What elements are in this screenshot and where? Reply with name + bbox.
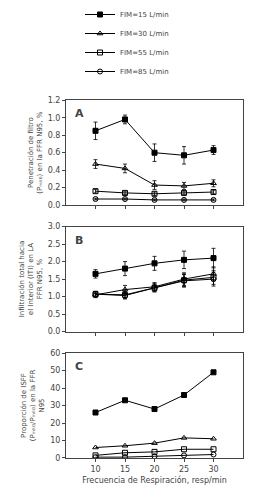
svg-text:B: B: [75, 234, 83, 247]
svg-text:50: 50: [50, 366, 60, 375]
svg-text:20: 20: [50, 419, 60, 428]
svg-text:2.5: 2.5: [48, 240, 61, 249]
svg-text:Frecuencia de Respiración, res: Frecuencia de Respiración, resp/min: [82, 475, 227, 485]
svg-text:A: A: [75, 107, 84, 120]
svg-text:60: 60: [50, 349, 60, 358]
svg-text:30: 30: [208, 465, 218, 474]
svg-text:FIM=30 L/min: FIM=30 L/min: [120, 30, 169, 38]
svg-text:0.8: 0.8: [48, 131, 61, 140]
svg-text:1.0: 1.0: [48, 292, 61, 301]
svg-text:30: 30: [50, 401, 60, 410]
svg-text:Proporción de ISFF(Pₘₗₜ₀/Pₘₗₜ₀: Proporción de ISFF(Pₘₗₜ₀/Pₘₗₜ₀) en la FF…: [20, 370, 46, 442]
svg-text:0.4: 0.4: [48, 166, 61, 175]
svg-text:0: 0: [55, 454, 60, 463]
svg-text:10: 10: [90, 465, 100, 474]
svg-text:25: 25: [179, 465, 189, 474]
svg-text:0.2: 0.2: [48, 183, 61, 192]
svg-text:FIM=15 L/min: FIM=15 L/min: [120, 11, 169, 19]
svg-text:1.5: 1.5: [48, 275, 61, 284]
svg-text:1.2: 1.2: [48, 96, 61, 105]
svg-text:FIM=55 L/min: FIM=55 L/min: [120, 49, 169, 57]
svg-text:40: 40: [50, 384, 60, 393]
svg-text:Penetración de filtro(Pₘₗₜ₀) e: Penetración de filtro(Pₘₗₜ₀) en la FFR N…: [27, 111, 44, 193]
svg-text:0.0: 0.0: [48, 201, 61, 210]
svg-text:2.0: 2.0: [48, 257, 61, 266]
svg-text:10: 10: [50, 436, 60, 445]
svg-text:3.0: 3.0: [48, 222, 61, 231]
svg-text:Infiltración total haciael Int: Infiltración total haciael Interior (ITI…: [18, 241, 44, 318]
svg-text:1.0: 1.0: [48, 113, 61, 122]
svg-text:20: 20: [149, 465, 159, 474]
svg-text:0.0: 0.0: [48, 327, 61, 336]
svg-text:C: C: [75, 360, 83, 373]
svg-text:FIM=85 L/min: FIM=85 L/min: [120, 68, 169, 76]
svg-text:0.5: 0.5: [48, 310, 61, 319]
svg-text:0.6: 0.6: [48, 148, 61, 157]
svg-text:15: 15: [120, 465, 130, 474]
